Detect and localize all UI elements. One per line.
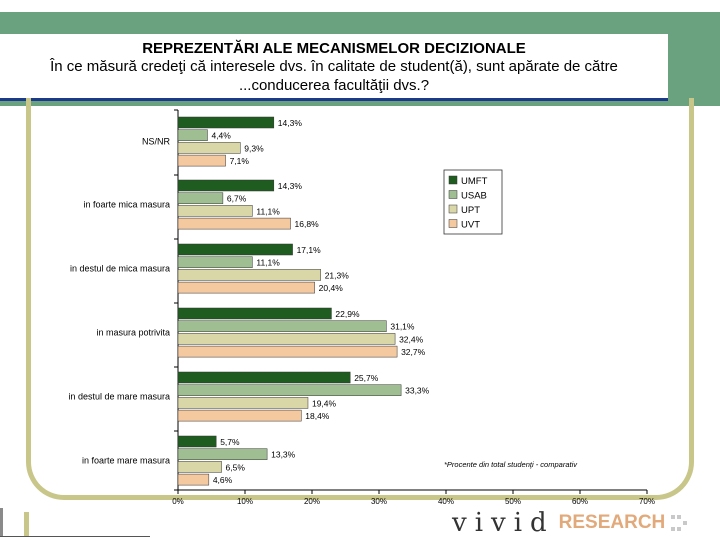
x-tick-label: 20% <box>304 497 320 506</box>
bar-umft <box>177 243 293 256</box>
bar-uvt <box>177 217 291 230</box>
bar-umft <box>177 179 275 192</box>
data-label: 11,1% <box>256 258 280 268</box>
data-label: 25,7% <box>354 373 379 383</box>
category-label: in foarte mare masura <box>82 456 170 466</box>
data-label: 4,4% <box>211 131 231 141</box>
x-tick-label: 60% <box>572 497 588 506</box>
legend-swatch <box>448 190 458 199</box>
data-label: 16,8% <box>295 219 320 229</box>
slide-question: În ce măsură credeţi că interesele dvs. … <box>50 58 618 75</box>
vivid-research-logo: vivid RESEARCH <box>452 508 688 538</box>
bar-upt <box>177 269 321 281</box>
category-label: in destul de mica masura <box>70 264 170 274</box>
bar-upt <box>177 461 222 473</box>
data-label: 4,6% <box>213 475 233 485</box>
bar-umft <box>177 435 217 448</box>
bar-usab <box>177 129 208 141</box>
logo-dots-icon <box>671 515 688 531</box>
footer-mark-left <box>0 508 3 536</box>
data-label: 18,4% <box>305 411 330 421</box>
data-label: 31,1% <box>390 322 415 332</box>
footnote: *Procente din total studenţi - comparati… <box>444 460 577 469</box>
category-label: in masura potrivita <box>96 328 170 338</box>
bar-umft <box>177 371 351 384</box>
data-label: 32,4% <box>399 334 424 344</box>
chart-frame <box>26 98 694 500</box>
data-label: 33,3% <box>405 386 430 396</box>
bar-upt <box>177 333 396 345</box>
data-label: 7,1% <box>230 156 250 166</box>
x-tick-label: 40% <box>438 497 454 506</box>
x-tick-label: 70% <box>639 497 655 506</box>
logo-suffix: RESEARCH <box>558 512 666 533</box>
x-tick-label: 0% <box>172 497 184 506</box>
logo-wordmark: vivid <box>452 508 555 538</box>
data-label: 19,4% <box>312 398 337 408</box>
x-tick-label: 50% <box>505 497 521 506</box>
data-label: 20,4% <box>319 283 344 293</box>
bar-upt <box>177 397 309 409</box>
bar-upt <box>177 142 241 154</box>
bar-usab <box>177 384 402 396</box>
bar-upt <box>177 205 253 217</box>
data-label: 14,3% <box>278 118 303 128</box>
bar-uvt <box>177 281 315 294</box>
title-box <box>0 34 668 101</box>
legend-swatch <box>448 175 458 185</box>
x-tick-label: 10% <box>237 497 253 506</box>
bar-umft <box>177 116 275 129</box>
category-label: NS/NR <box>142 137 171 147</box>
footer-accent <box>24 512 29 536</box>
legend-swatch <box>448 204 458 214</box>
slide-question-end: ...conducerea facultăţii dvs.? <box>238 77 430 94</box>
data-label: 17,1% <box>297 245 322 255</box>
x-tick-label: 30% <box>371 497 387 506</box>
data-label: 32,7% <box>401 347 426 357</box>
bar-umft <box>177 307 332 320</box>
slide-title: REPREZENTĂRI ALE MECANISMELOR DECIZIONAL… <box>142 40 526 57</box>
data-label: 22,9% <box>335 309 360 319</box>
bar-uvt <box>177 409 302 422</box>
bar-uvt <box>177 473 210 486</box>
bar-uvt <box>177 345 398 358</box>
bar-uvt <box>177 154 226 167</box>
footer-rule <box>0 536 150 537</box>
bar-usab <box>177 320 387 332</box>
legend-swatch <box>448 219 458 228</box>
bar-usab <box>177 448 268 460</box>
data-label: 14,3% <box>278 181 303 191</box>
data-label: 13,3% <box>271 450 296 460</box>
bar-usab <box>177 192 224 204</box>
data-label: 6,7% <box>227 194 247 204</box>
data-label: 21,3% <box>325 270 350 280</box>
legend-label: UMFT <box>461 176 488 187</box>
legend-label: USAB <box>461 191 487 202</box>
bar-usab <box>177 256 253 268</box>
data-label: 6,5% <box>226 462 246 472</box>
data-label: 9,3% <box>244 143 264 153</box>
category-label: in destul de mare masura <box>68 392 170 402</box>
legend-label: UVT <box>461 220 480 231</box>
data-label: 11,1% <box>256 206 280 216</box>
data-label: 5,7% <box>220 437 240 447</box>
category-label: in foarte mica masura <box>83 200 170 210</box>
legend-label: UPT <box>461 205 480 216</box>
